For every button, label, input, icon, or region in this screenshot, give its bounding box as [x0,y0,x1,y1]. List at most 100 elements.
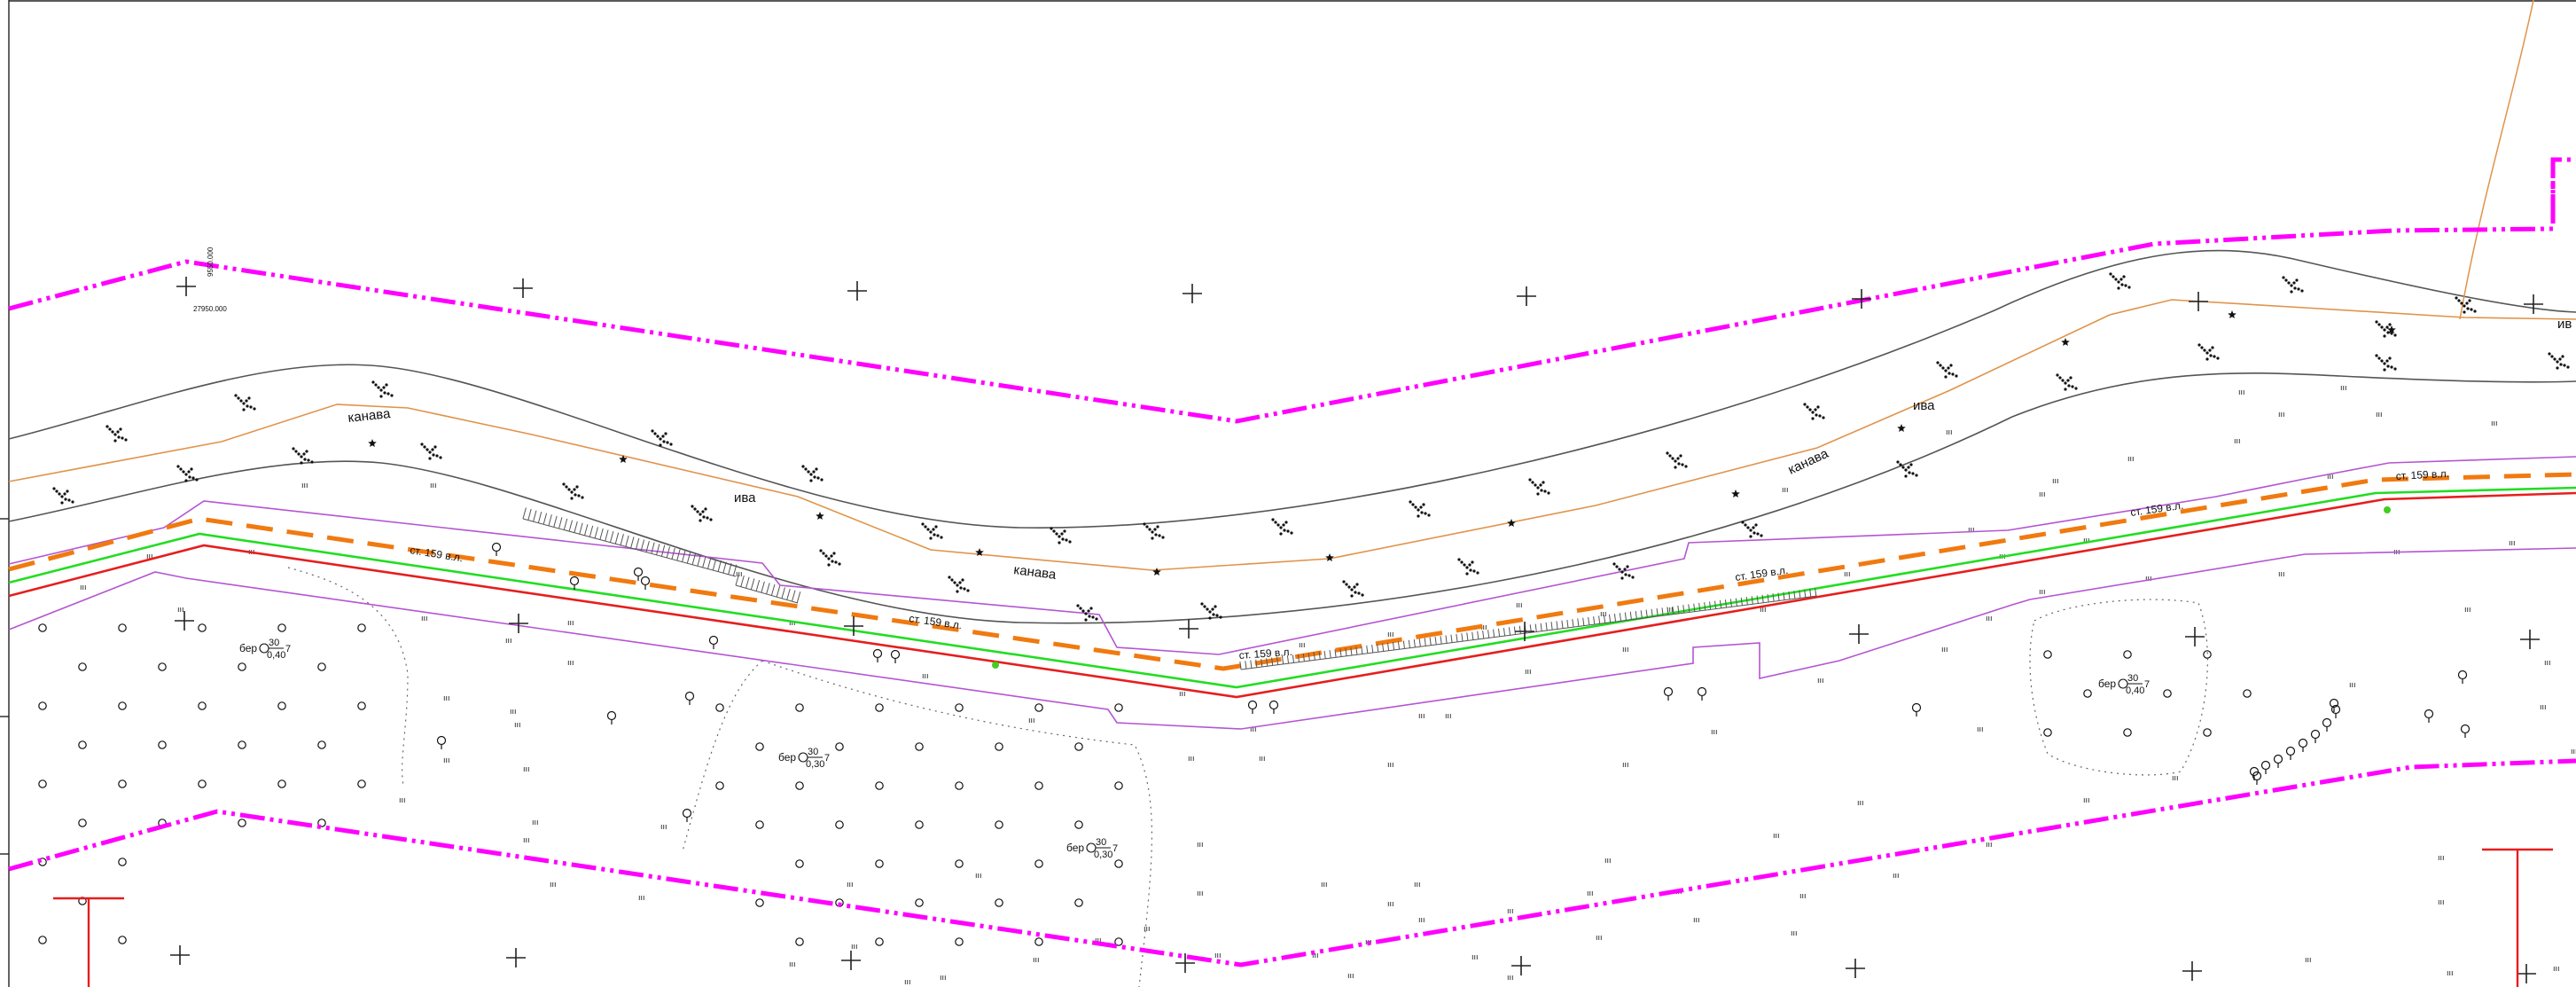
bush-icon [795,781,804,790]
bush-icon [357,623,366,632]
map-labels: канава канава канава ива ива ив ст. 159 … [193,247,2572,860]
vegetation-mark-icon: ııı [1622,760,1629,769]
bush-icon [915,898,924,907]
conifer-icon [1731,490,1740,497]
ditch-label: канава [347,406,392,426]
vegetation-mark-icon: ııı [301,481,308,490]
bush-icon [2043,728,2052,737]
vegetation-mark-icon: ııı [2127,454,2135,463]
vegetation-mark-icon: ııı [1033,955,1040,964]
vegetation-mark-icon: ııı [1986,614,1993,623]
vegetation-mark-icon: ııı [2544,658,2551,667]
zone-outline-north [8,456,2576,655]
bush-icon [1114,937,1123,946]
sparse-shrub-icon [371,380,394,398]
sparse-shrub-icon [2282,276,2304,294]
sparse-shrub-icon [176,465,199,482]
sparse-shrub-icon [1741,521,1763,538]
bush-icon [795,937,804,946]
bush-icon [118,858,127,866]
vegetation-mark-icon: ııı [1760,605,1767,614]
bush-icon [955,781,964,790]
conifer-icon [2061,338,2070,346]
vegetation-mark-icon: ııı [1946,427,1953,436]
sparse-shrub-icon [1896,460,1918,478]
vegetation-mark-icon: ııı [1941,645,1948,654]
sparse-shrub-icon [420,443,442,460]
sparse-shrub-icon [1612,562,1635,580]
vegetation-mark-icon: ııı [421,614,428,623]
bush-icon [995,898,1003,907]
conifer-icon [2387,325,2396,333]
vegetation-mark-icon: ııı [1414,880,1421,889]
vegetation-mark-icon: ııı [1516,600,1523,609]
vegetation-mark-icon: ııı [1711,727,1718,736]
vegetation-mark-icon: ııı [1857,798,1864,807]
bush-icon [38,701,47,710]
tree-symbols [436,542,2471,822]
sparse-shrub-icon [1342,580,1364,598]
vegetation-mark-icon: ııı [1197,889,1204,897]
slope-hatching [522,507,1818,670]
grid-cross-icon [1846,959,1865,978]
conifer-symbols [368,310,2396,576]
vegetation-mark-icon: ııı [2540,702,2547,711]
vegetation-mark-icon: ııı [2052,476,2059,485]
bush-icon [835,742,844,751]
tree-icon [2260,760,2271,774]
bush-icon [357,701,366,710]
vegetation-mark-icon: ııı [1259,754,1266,763]
bush-symbols [38,623,2252,946]
conifer-icon [2228,310,2236,318]
vegetation-mark-icon: ııı [514,720,521,729]
vegetation-mark-icon: ııı [1893,871,1900,880]
vegetation-mark-icon: ııı [2553,964,2560,973]
grid-cross-icon [506,948,526,967]
bush-icon [158,662,167,671]
grid-cross-icon [170,945,190,965]
grid-cross-icon [1183,284,1202,303]
bush-icon [198,623,207,632]
tree-icon [682,808,692,822]
bush-icon [2123,650,2132,659]
sparse-shrub-icon [1076,604,1098,622]
vegetation-mark-icon: ııı [2327,472,2334,481]
vegetation-mark-icon: ııı [1144,924,1151,933]
grid-cross-icon [1852,289,1871,309]
vegetation-mark-icon: ııı [1604,856,1612,865]
sparse-shrub-icon [1409,500,1431,518]
sparse-shrub-icon [2455,296,2477,314]
sparse-shrub-icon [1803,403,1825,420]
grid-cross-icon [841,951,861,970]
bush-icon [277,623,286,632]
vegetation-mark-icon: ııı [80,583,87,591]
bush-icon [755,742,764,751]
vegetation-mark-icon: ııı [1387,760,1394,769]
grid-cross-icon [1849,624,1869,644]
vegetation-mark-icon: ııı [2438,853,2445,862]
bush-icon [238,819,246,827]
vegetation-mark-icon: ııı [2039,587,2046,596]
tree-icon [2329,698,2339,712]
tree-icon [2322,717,2332,732]
vegetation-mark-icon: ııı [1507,906,1514,915]
vegetation-mark-icon: ııı [146,552,153,560]
grid-cross-icon [509,614,528,633]
road-label: ст. 159 в.л. [2395,467,2449,482]
grid-cross-icon [1517,286,1536,306]
bush-icon [2043,650,2052,659]
grid-coordinate-y: 9550.000 [207,247,215,277]
vegetation-mark-icon: ııı [2083,795,2090,804]
survey-markers [53,848,2553,987]
grid-cross-icon [2524,294,2543,314]
bush-icon [277,701,286,710]
bush-icon [2123,728,2132,737]
bush-icon [995,820,1003,829]
grid-cross-icon [175,611,194,631]
vegetation-mark-icon: ııı [2172,773,2179,782]
sparse-shrub-icon [562,482,584,500]
boundary-lines [8,157,2576,967]
bush-icon [118,936,127,944]
bush-icon [875,859,884,868]
sparse-shrub-icon [52,487,74,505]
